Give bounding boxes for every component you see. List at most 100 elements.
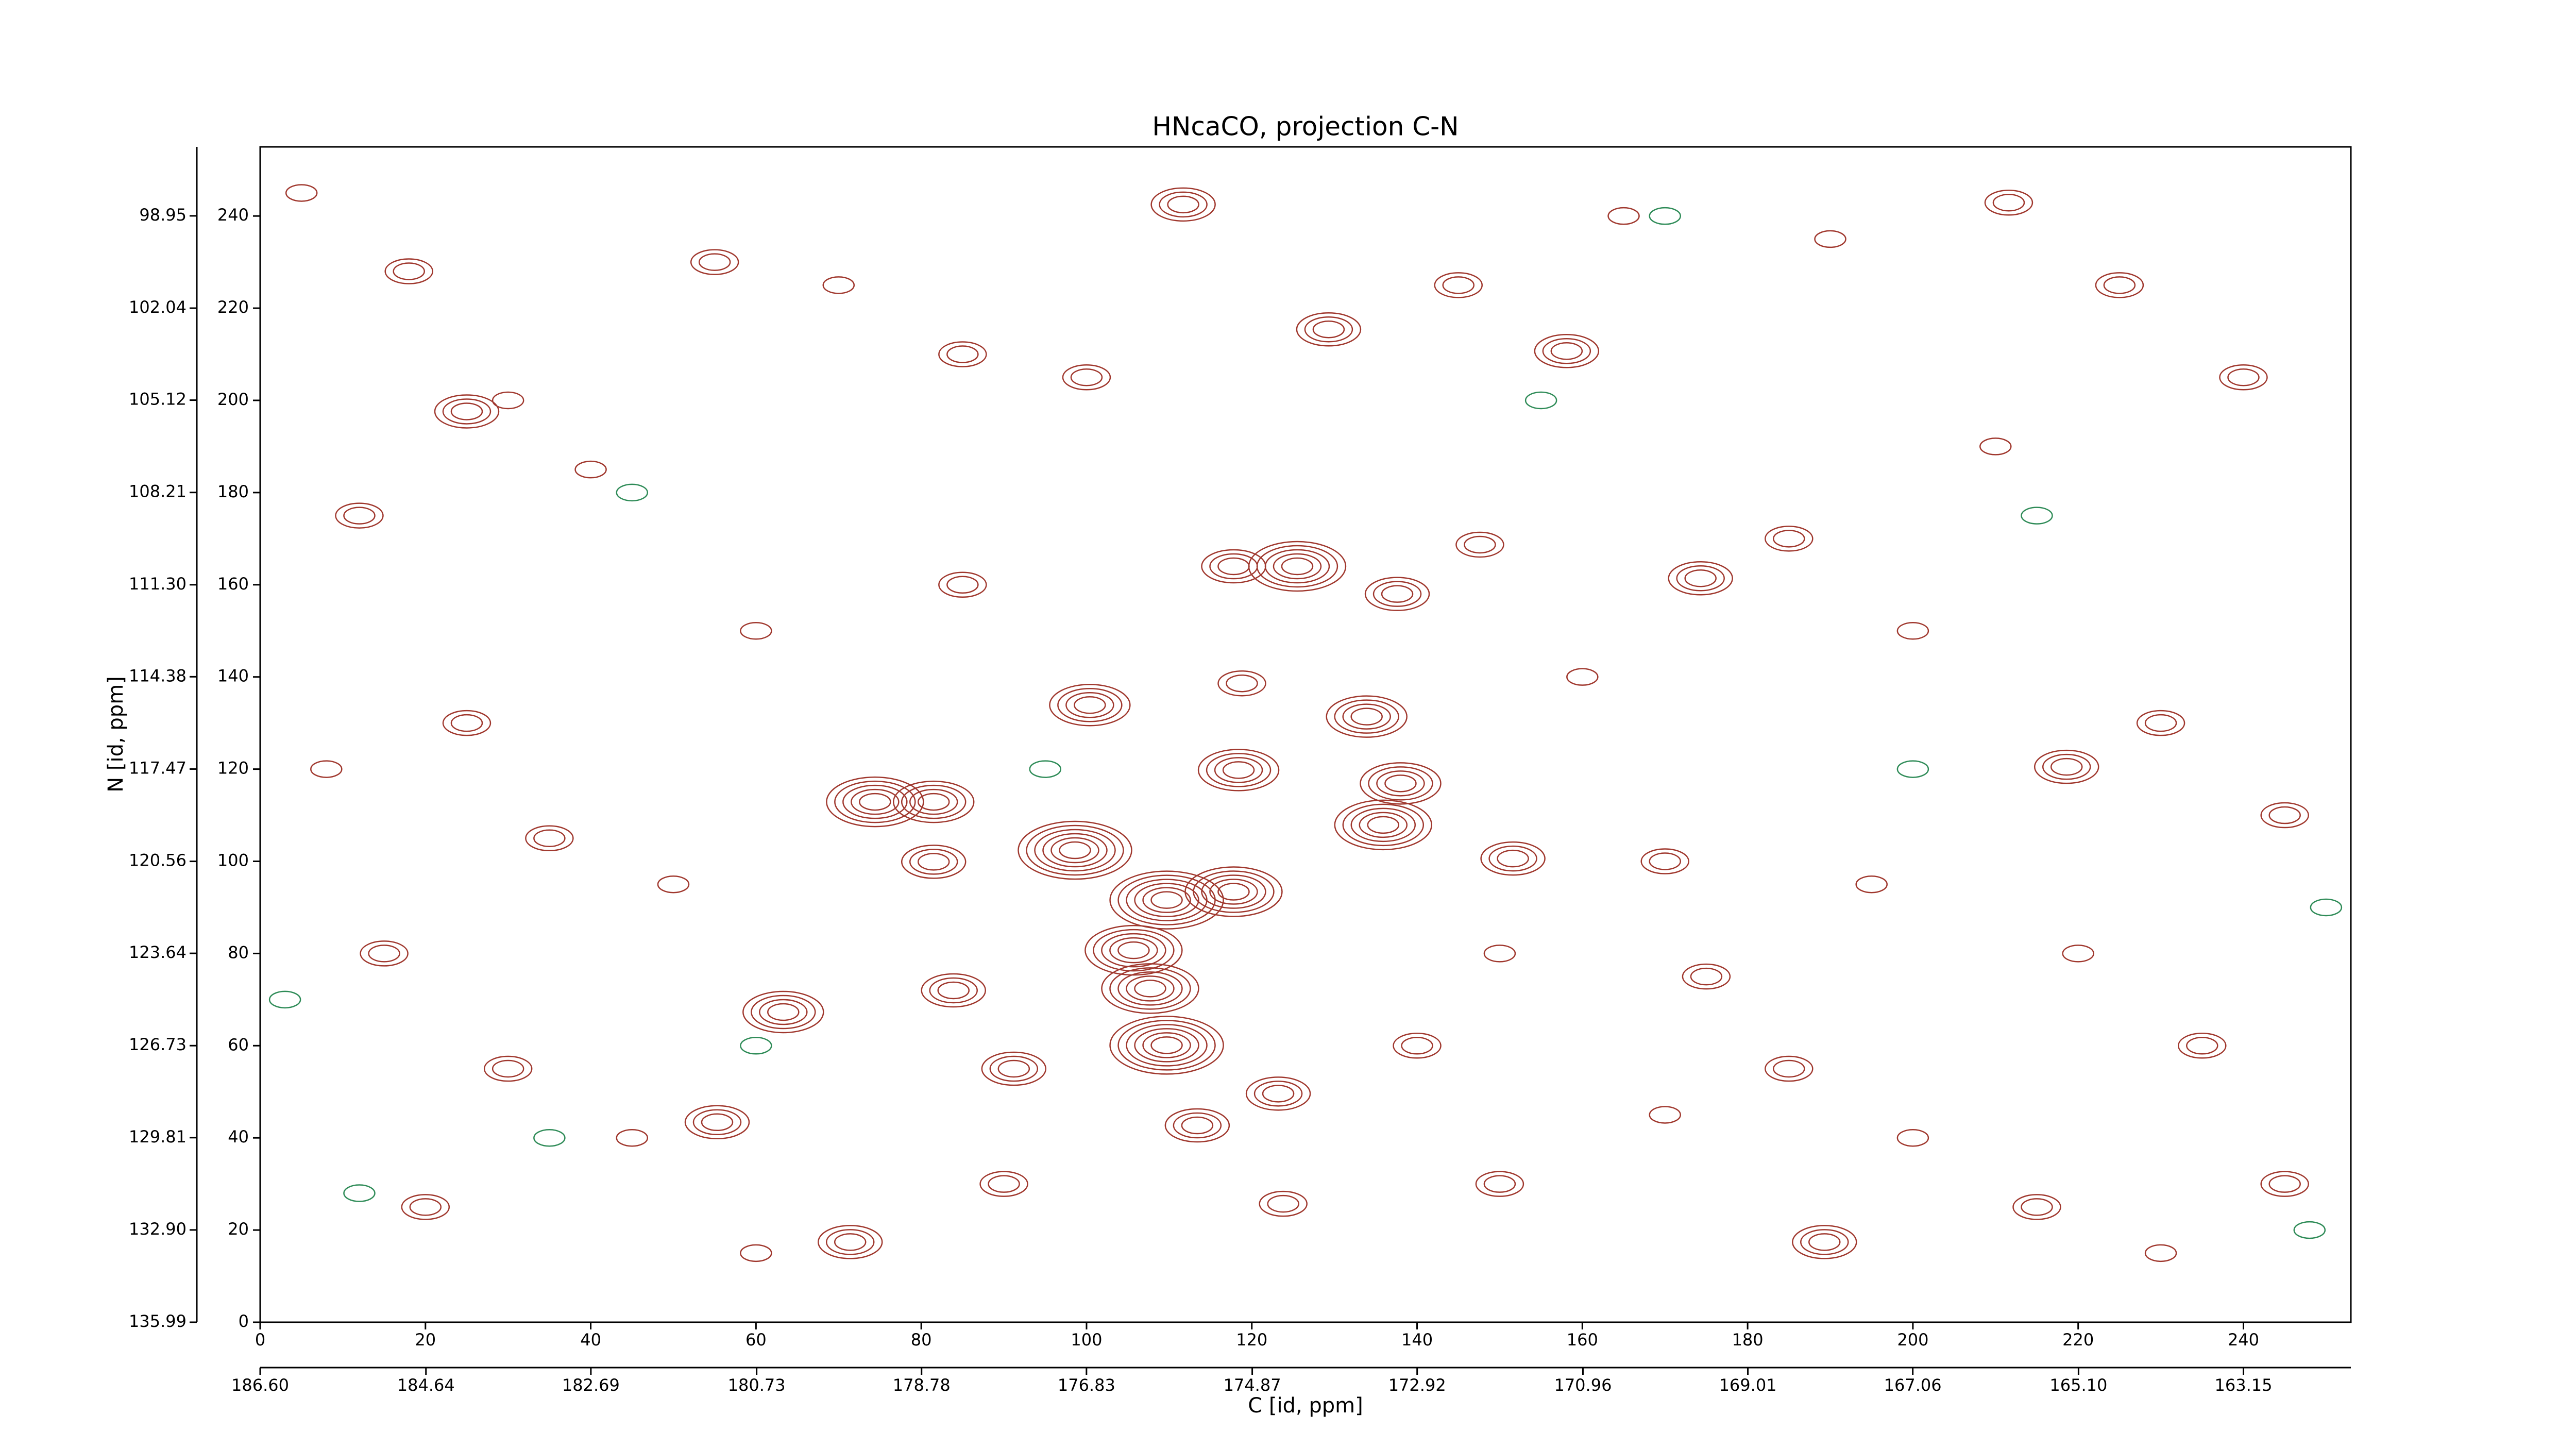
contour-level (1542, 338, 1591, 364)
contour-level (917, 853, 950, 871)
contour-level (1368, 766, 1433, 801)
contour-level (979, 1171, 1028, 1197)
contour-level (1262, 1085, 1295, 1103)
x2-tick-label: 172.92 (1388, 1375, 1446, 1395)
contour-level (2095, 272, 2144, 298)
contour-level (1488, 845, 1537, 872)
contour-level (1649, 1106, 1681, 1124)
contour-level (1209, 879, 1258, 905)
contour-level (921, 973, 986, 1008)
contour-level (1109, 1016, 1224, 1075)
y2-tick-label: 105.12 (129, 390, 187, 409)
plot-frame (259, 146, 2352, 1323)
contour-level (1483, 1175, 1516, 1193)
contour-level (1109, 967, 1191, 1010)
contour-level (1065, 692, 1114, 718)
contour-level (492, 391, 524, 410)
x-tick-label: 20 (415, 1330, 436, 1350)
contour-level (393, 262, 425, 280)
contour-level (701, 1113, 734, 1132)
contour-level (1393, 1033, 1442, 1059)
y-tick-label: 140 (217, 666, 249, 686)
contour-level (1401, 1037, 1433, 1055)
contour-level (1372, 581, 1422, 607)
contour-level (1150, 187, 1216, 222)
contour-level (938, 571, 987, 598)
x2-tick-label: 170.96 (1554, 1375, 1612, 1395)
contour-level (1193, 870, 1275, 913)
y-tick-label: 20 (228, 1219, 249, 1239)
contour-level (1376, 770, 1425, 797)
x2-tick-label: 176.83 (1058, 1375, 1115, 1395)
contour-level (2144, 714, 2177, 732)
contour-level (2219, 364, 2268, 391)
contour-level (2042, 753, 2091, 780)
contour-level (1117, 1020, 1216, 1071)
contour-level (1181, 1116, 1214, 1135)
contour-level (834, 780, 916, 823)
contour-level (1792, 1225, 1857, 1259)
y2-tick-label: 129.81 (129, 1127, 187, 1147)
contour-level (1475, 1171, 1524, 1197)
x-tick-label: 180 (1732, 1330, 1764, 1350)
contour-level (343, 1184, 376, 1202)
contour-level (1524, 391, 1557, 410)
contour-level (909, 849, 958, 875)
contour-level (1455, 531, 1504, 558)
contour-level (825, 1229, 875, 1255)
contour-level (751, 995, 816, 1030)
contour-level (1649, 207, 1681, 225)
contour-level (740, 1037, 772, 1055)
contour-level (851, 788, 900, 815)
y-tick-label: 240 (217, 205, 249, 225)
contour-level (1057, 688, 1123, 722)
contour-level (1029, 760, 1062, 778)
contour-level (442, 398, 492, 425)
contour-level (1126, 1024, 1208, 1067)
y2-tick-label: 135.99 (129, 1311, 187, 1331)
contour-level (1640, 848, 1689, 874)
contour-level (946, 576, 979, 594)
contour-level (1765, 526, 1814, 552)
contour-level (1334, 699, 1399, 734)
contour-level (1222, 761, 1255, 779)
contour-level (937, 981, 970, 1000)
contour-level (1497, 849, 1529, 868)
x2-tick-label: 169.01 (1719, 1375, 1777, 1395)
contour-level (1026, 824, 1124, 876)
x-tick-label: 160 (1567, 1330, 1598, 1350)
contour-level (533, 829, 566, 848)
contour-level (1217, 670, 1266, 697)
y2-tick-label: 123.64 (129, 942, 187, 962)
contour-level (938, 341, 987, 367)
contour-level (1159, 191, 1208, 218)
contour-level (901, 845, 967, 879)
contour-level (401, 1194, 450, 1220)
contour-level (1273, 553, 1322, 580)
contour-level (1814, 230, 1846, 248)
contour-level (2293, 1221, 2326, 1239)
y2-tick-label: 117.47 (129, 758, 187, 778)
contour-level (2268, 806, 2301, 824)
y-tick-label: 80 (228, 942, 249, 962)
contour-level (1259, 1190, 1308, 1217)
contour-level (1855, 875, 1888, 894)
contour-level (2310, 898, 2343, 917)
contour-level (1649, 852, 1681, 870)
contour-level (1364, 577, 1430, 611)
contour-level (1267, 1194, 1299, 1213)
contour-level (368, 945, 400, 963)
contour-level (409, 1198, 442, 1216)
x2-tick-label: 182.69 (562, 1375, 620, 1395)
contour-level (335, 502, 384, 529)
contour-level (929, 977, 978, 1004)
contour-level (1442, 276, 1475, 294)
x-tick-label: 120 (1236, 1330, 1267, 1350)
contour-level (2186, 1037, 2218, 1055)
y2-tick-label: 114.38 (129, 666, 187, 685)
contour-level (384, 258, 433, 284)
contour-level (1342, 803, 1425, 847)
contour-level (1896, 621, 1929, 640)
contour-level (1042, 833, 1108, 868)
contour-level (1381, 585, 1414, 603)
